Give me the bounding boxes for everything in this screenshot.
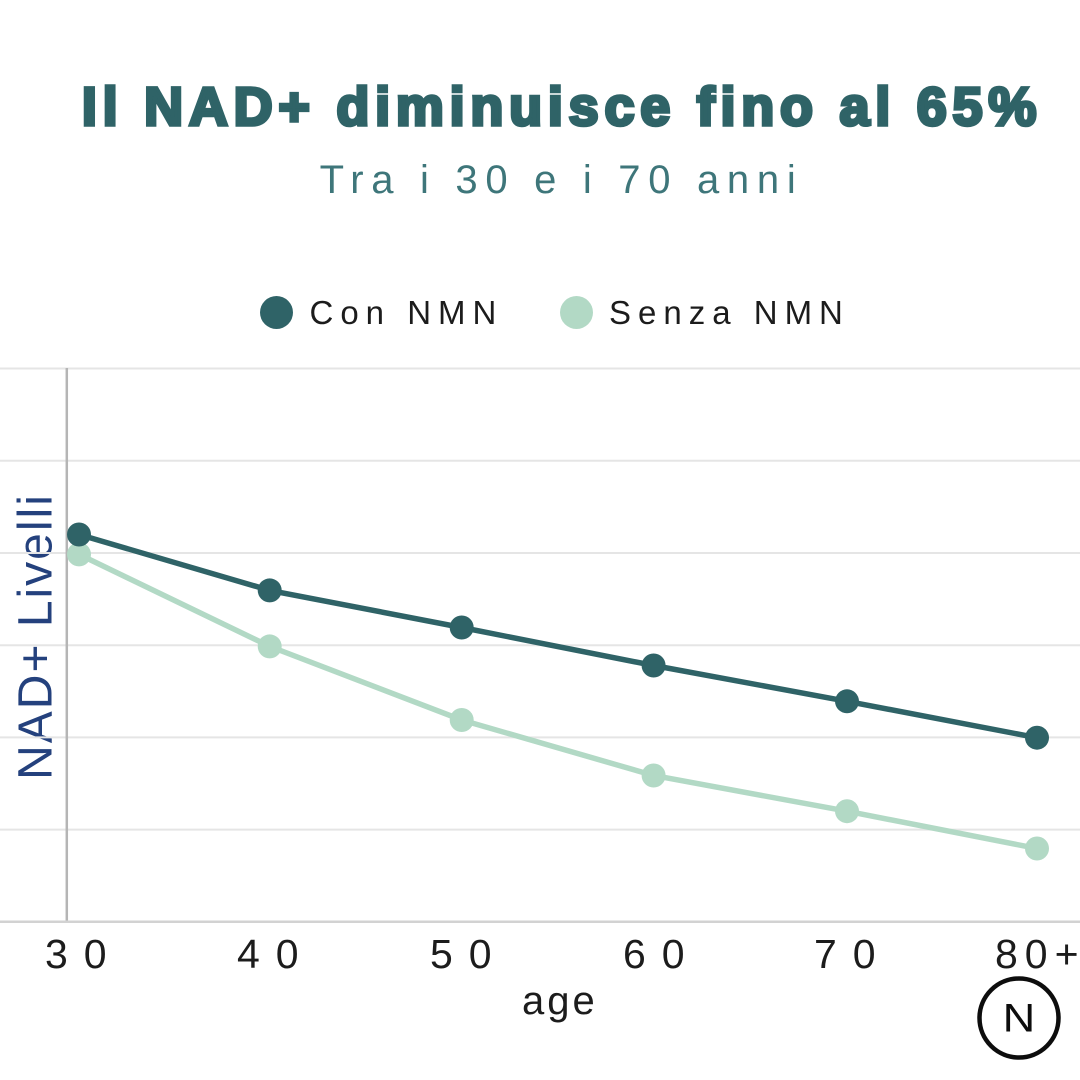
svg-text:N: N xyxy=(1003,996,1036,1041)
